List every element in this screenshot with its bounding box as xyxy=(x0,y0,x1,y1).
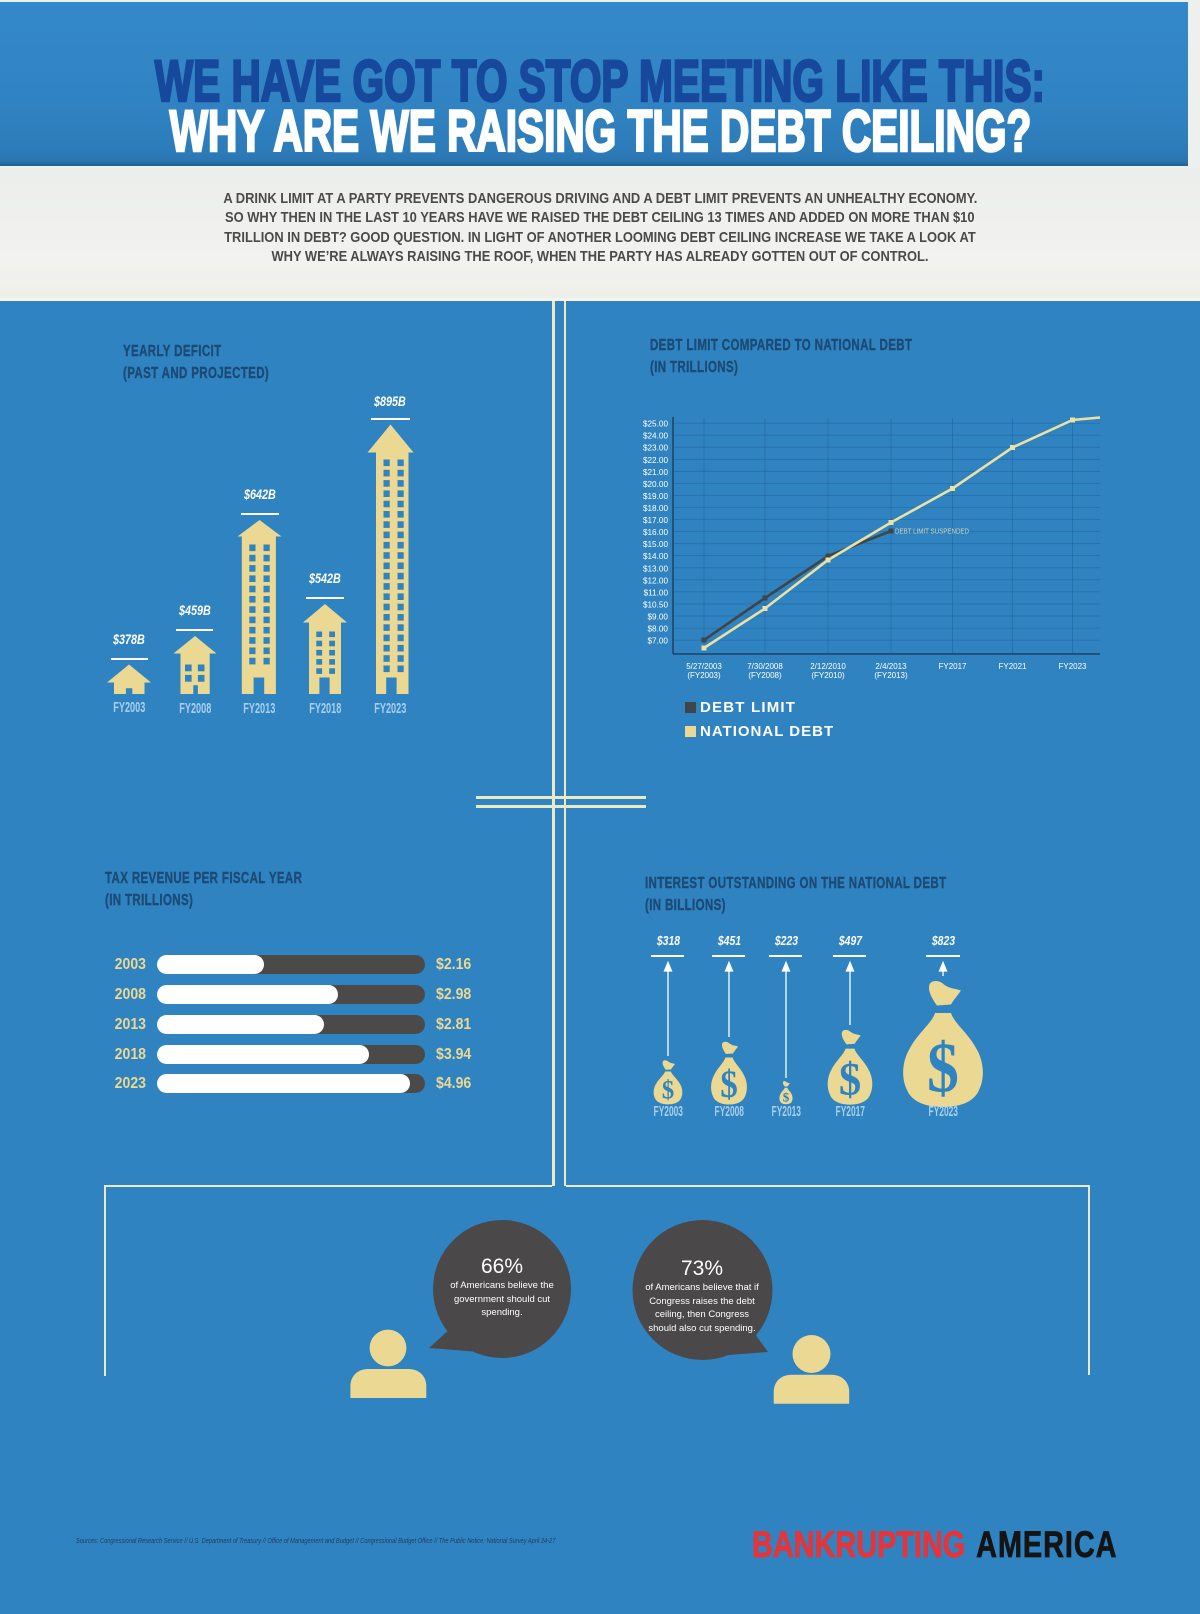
svg-text:(FY2008): (FY2008) xyxy=(748,671,782,680)
svg-text:FY2017: FY2017 xyxy=(938,662,967,671)
svg-text:$13.00: $13.00 xyxy=(643,564,668,573)
svg-text:$19.00: $19.00 xyxy=(643,492,668,501)
svg-text:$18.00: $18.00 xyxy=(643,504,668,513)
svg-text:$20.00: $20.00 xyxy=(643,480,668,489)
svg-text:$9.00: $9.00 xyxy=(648,613,669,622)
svg-text:FY2023: FY2023 xyxy=(1058,662,1087,671)
svg-text:$23.00: $23.00 xyxy=(643,444,668,453)
svg-text:2/12/2010: 2/12/2010 xyxy=(810,662,846,671)
svg-text:$7.00: $7.00 xyxy=(648,637,669,646)
svg-text:$: $ xyxy=(662,1076,674,1105)
svg-text:$8.00: $8.00 xyxy=(648,625,669,634)
svg-text:$22.00: $22.00 xyxy=(643,456,668,465)
svg-text:$25.00: $25.00 xyxy=(643,420,668,429)
svg-text:$14.00: $14.00 xyxy=(643,552,668,561)
svg-text:$: $ xyxy=(783,1090,790,1105)
svg-text:FY2021: FY2021 xyxy=(998,662,1027,671)
svg-text:$: $ xyxy=(839,1052,861,1104)
svg-text:(FY2013): (FY2013) xyxy=(874,671,908,680)
svg-text:$11.00: $11.00 xyxy=(644,588,669,597)
svg-text:$17.00: $17.00 xyxy=(643,516,668,525)
svg-text:2/4/2013: 2/4/2013 xyxy=(875,662,907,671)
svg-text:$24.00: $24.00 xyxy=(643,432,668,441)
svg-text:(FY2010): (FY2010) xyxy=(811,671,845,680)
svg-text:$: $ xyxy=(927,1028,959,1107)
svg-text:7/30/2008: 7/30/2008 xyxy=(747,662,783,671)
svg-text:DEBT LIMIT SUSPENDED: DEBT LIMIT SUSPENDED xyxy=(895,527,969,536)
svg-text:$15.00: $15.00 xyxy=(643,540,668,549)
svg-text:$10.50: $10.50 xyxy=(643,601,668,610)
svg-text:$: $ xyxy=(720,1063,738,1106)
svg-text:$12.00: $12.00 xyxy=(643,576,668,585)
svg-text:5/27/2003: 5/27/2003 xyxy=(686,662,722,671)
svg-text:$21.00: $21.00 xyxy=(643,468,668,477)
svg-text:$16.00: $16.00 xyxy=(643,528,668,537)
svg-text:(FY2003): (FY2003) xyxy=(687,671,721,680)
